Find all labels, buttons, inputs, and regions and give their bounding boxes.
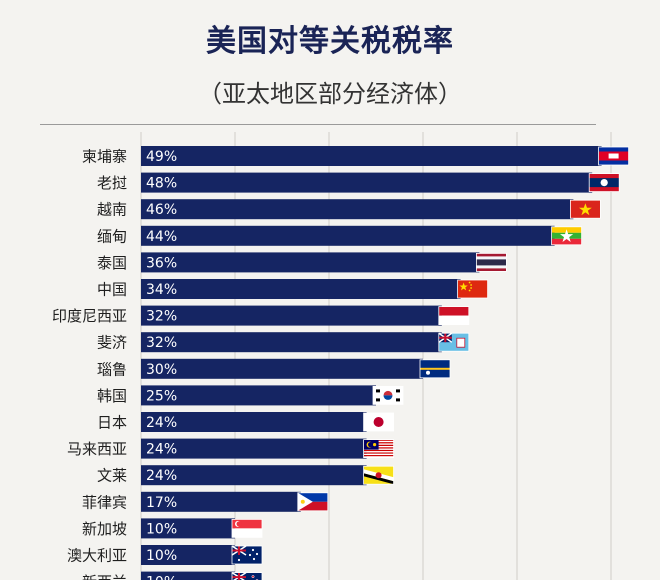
category-label: 文莱 — [97, 467, 127, 485]
malaysia-flag-icon — [363, 439, 395, 459]
bar — [141, 438, 367, 459]
bar — [141, 225, 555, 246]
value-label: 32% — [146, 335, 177, 351]
chart-title: 美国对等关税税率 — [206, 24, 454, 59]
indonesia-flag-icon — [438, 306, 470, 326]
bar — [141, 279, 461, 299]
value-label: 30% — [146, 362, 177, 378]
value-label: 46% — [146, 202, 177, 218]
south-korea-flag-icon — [372, 385, 404, 405]
nauru-flag-icon — [419, 359, 451, 379]
category-label: 新西兰 — [82, 573, 127, 580]
category-label: 马来西亚 — [67, 440, 127, 458]
category-label: 缅甸 — [97, 227, 127, 245]
value-label: 34% — [146, 282, 177, 298]
category-label: 泰国 — [97, 254, 127, 272]
bar — [141, 172, 593, 193]
category-label: 菲律宾 — [82, 493, 127, 511]
bar — [141, 491, 301, 512]
new-zealand-flag-icon — [231, 571, 263, 580]
singapore-flag-icon — [231, 519, 263, 538]
bar — [141, 305, 442, 326]
value-label: 48% — [146, 176, 177, 192]
value-label: 10% — [146, 521, 177, 537]
chart-subtitle: （亚太地区部分经济体） — [198, 80, 462, 108]
value-label: 24% — [146, 415, 177, 431]
value-label: 10% — [146, 575, 177, 580]
category-label: 中国 — [97, 281, 127, 299]
category-label: 老挝 — [97, 174, 127, 192]
vietnam-flag-icon — [570, 199, 601, 219]
value-label: 49% — [146, 149, 177, 165]
value-label: 17% — [146, 495, 177, 511]
laos-flag-icon — [588, 173, 620, 193]
bar — [141, 518, 235, 539]
brunei-flag-icon — [363, 465, 395, 485]
category-label: 日本 — [97, 414, 127, 432]
category-label: 越南 — [97, 201, 127, 219]
category-label: 印度尼西亚 — [52, 307, 127, 325]
australia-flag-icon — [231, 545, 263, 565]
value-label: 36% — [146, 255, 177, 271]
cambodia-flag-icon — [598, 146, 629, 166]
category-label: 韩国 — [97, 387, 127, 405]
category-label: 新加坡 — [82, 520, 127, 538]
bar — [141, 332, 442, 353]
philippines-flag-icon — [297, 492, 329, 512]
bar — [141, 252, 480, 273]
bar — [141, 146, 602, 166]
category-label: 澳大利亚 — [67, 547, 127, 565]
bar — [141, 571, 235, 580]
value-label: 32% — [146, 309, 177, 325]
bar — [141, 385, 376, 406]
value-label: 24% — [146, 442, 177, 458]
china-flag-icon — [457, 279, 489, 299]
value-label: 10% — [146, 548, 177, 564]
title-divider — [40, 124, 596, 125]
fiji-flag-icon — [438, 332, 470, 352]
myanmar-flag-icon — [551, 226, 582, 246]
bar — [141, 199, 574, 220]
category-label: 瑙鲁 — [97, 360, 127, 378]
value-label: 44% — [146, 229, 177, 245]
bar — [141, 412, 367, 432]
bar — [141, 545, 235, 565]
value-label: 25% — [146, 388, 177, 404]
value-label: 24% — [146, 468, 177, 484]
bar — [141, 465, 367, 486]
japan-flag-icon — [363, 412, 395, 432]
category-label: 柬埔寨 — [82, 148, 127, 166]
category-label: 斐济 — [97, 334, 127, 352]
bar — [141, 358, 423, 379]
thailand-flag-icon — [475, 252, 507, 272]
